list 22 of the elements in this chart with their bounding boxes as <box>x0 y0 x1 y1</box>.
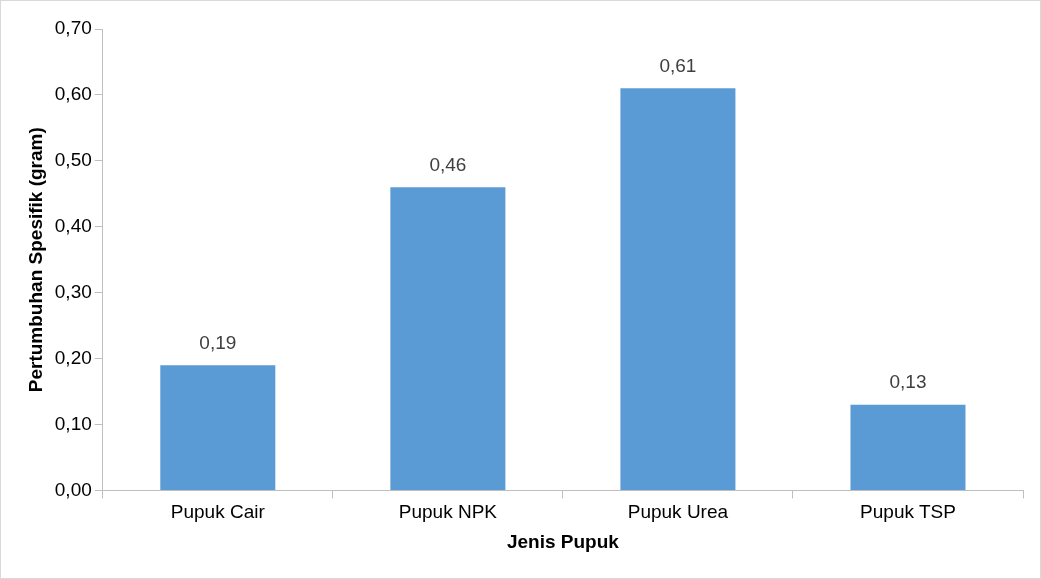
data-label: 0,13 <box>889 371 927 393</box>
data-label: 0,46 <box>429 153 467 175</box>
bar <box>620 88 736 490</box>
y-tick-label: 0,50 <box>54 149 92 171</box>
y-axis-title: Pertumbuhan Spesifik (gram) <box>24 127 46 393</box>
data-label: 0,61 <box>659 55 697 77</box>
y-tick-label: 0,60 <box>54 83 92 105</box>
y-tick-label: 0,40 <box>54 214 92 236</box>
x-tick-label: Pupuk Urea <box>627 501 729 523</box>
y-tick-label: 0,70 <box>54 17 92 39</box>
bar <box>160 365 276 490</box>
x-tick-label: Pupuk NPK <box>398 501 498 523</box>
y-tick-label: 0,30 <box>54 280 92 302</box>
bar <box>850 404 966 490</box>
y-tick-label: 0,20 <box>54 346 92 368</box>
x-axis-title: Jenis Pupuk <box>506 530 620 552</box>
y-tick-label: 0,00 <box>54 478 92 500</box>
data-label: 0,19 <box>199 331 237 353</box>
x-tick-label: Pupuk Cair <box>170 501 266 523</box>
x-tick-label: Pupuk TSP <box>860 501 956 523</box>
bar <box>390 187 506 490</box>
y-tick-label: 0,10 <box>54 412 92 434</box>
